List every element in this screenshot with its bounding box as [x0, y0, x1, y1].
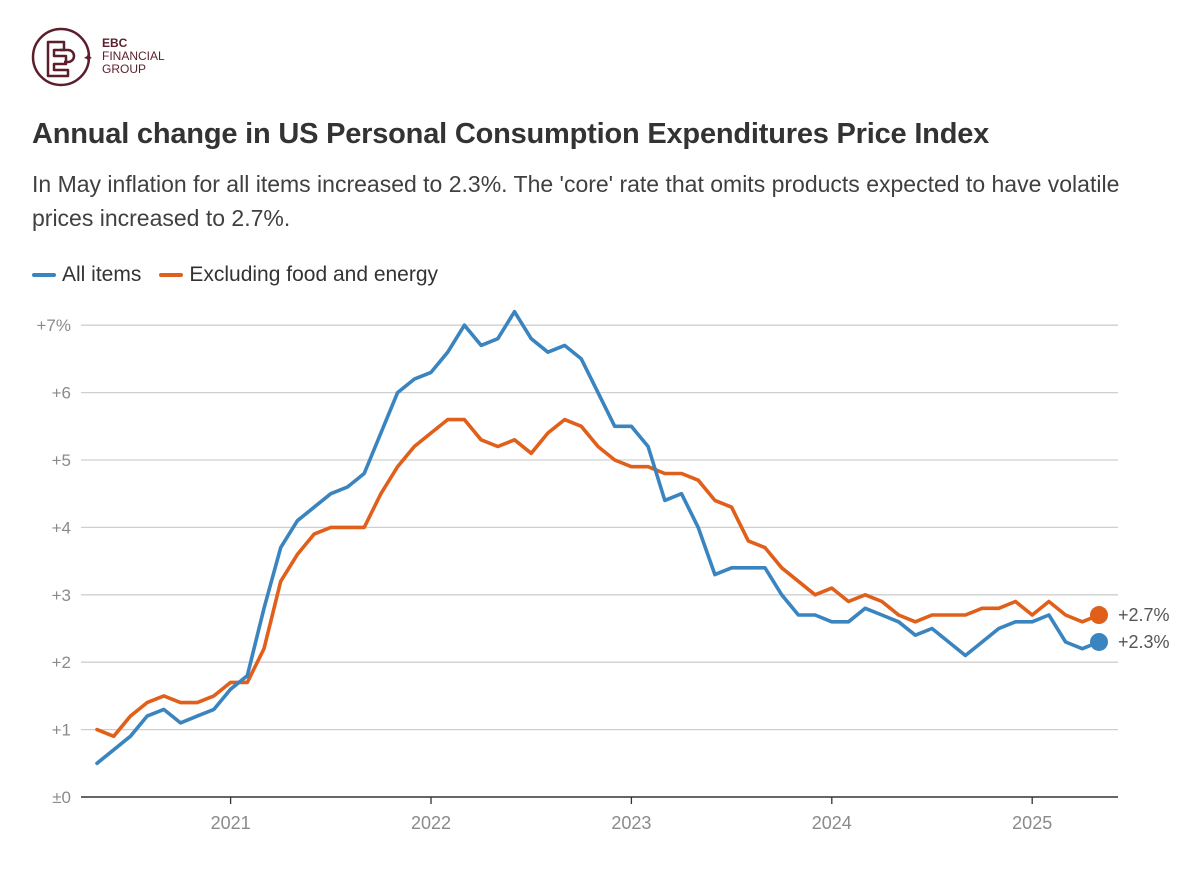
- logo-text: EBC FINANCIAL GROUP: [102, 37, 165, 76]
- ebc-logo: EBC FINANCIAL GROUP: [30, 26, 200, 88]
- x-tick-label-2022: 2022: [411, 813, 451, 833]
- chart-subtitle: In May inflation for all items increased…: [32, 171, 1120, 231]
- y-tick-label-1: +1: [52, 721, 71, 740]
- y-tick-label-0: ±0: [52, 788, 71, 807]
- series-end-marker-1: [1090, 606, 1108, 625]
- series-end-label-0: +2.3%: [1118, 632, 1170, 652]
- x-tick-label-2024: 2024: [812, 813, 852, 833]
- legend-label-all-items: All items: [62, 263, 142, 286]
- series-end-marker-0: [1090, 632, 1108, 651]
- logo-line3: GROUP: [102, 62, 147, 76]
- y-tick-label-4: +4: [52, 518, 71, 537]
- x-tick-label-2021: 2021: [211, 813, 251, 833]
- legend-item-all-items: All items: [32, 263, 141, 287]
- logo-brand: EBC: [102, 36, 128, 50]
- x-tick-label-2025: 2025: [1012, 813, 1052, 833]
- y-tick-label-5: +5: [52, 451, 71, 470]
- series-end-label-1: +2.7%: [1118, 605, 1170, 625]
- series-line-0: [95, 309, 1101, 766]
- chart-title: Annual change in US Personal Consumption…: [32, 118, 990, 150]
- y-tick-label-3: +3: [52, 586, 71, 605]
- ebc-logo-mark-icon: [31, 27, 92, 87]
- legend-label-core: Excluding food and energy: [189, 263, 439, 286]
- y-tick-label-2: +2: [52, 653, 71, 672]
- series-line-1: [95, 417, 1101, 739]
- chart-legend: All items Excluding food and energy: [32, 263, 438, 287]
- legend-swatch-core: [159, 273, 184, 277]
- x-tick-label-2023: 2023: [611, 813, 651, 833]
- y-tick-label-7: +7%: [37, 316, 72, 335]
- legend-swatch-all-items: [32, 273, 56, 277]
- logo-line2: FINANCIAL: [102, 49, 165, 63]
- legend-item-core: Excluding food and energy: [159, 263, 438, 287]
- y-tick-label-6: +6: [52, 384, 71, 403]
